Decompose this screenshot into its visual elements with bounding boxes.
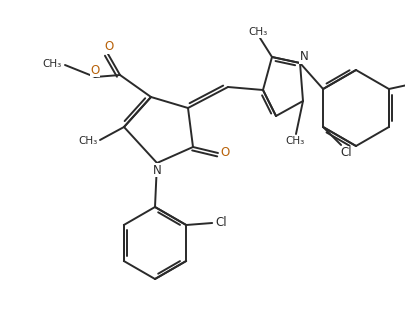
Text: CH₃: CH₃ xyxy=(79,136,98,146)
Text: O: O xyxy=(104,41,114,54)
Text: O: O xyxy=(220,146,230,159)
Text: Cl: Cl xyxy=(215,216,227,230)
Text: CH₃: CH₃ xyxy=(43,59,62,69)
Text: CH₃: CH₃ xyxy=(286,136,305,146)
Text: CH₃: CH₃ xyxy=(248,27,268,37)
Text: N: N xyxy=(153,163,161,176)
Text: Cl: Cl xyxy=(340,146,352,159)
Text: O: O xyxy=(90,64,100,77)
Text: N: N xyxy=(300,50,308,64)
